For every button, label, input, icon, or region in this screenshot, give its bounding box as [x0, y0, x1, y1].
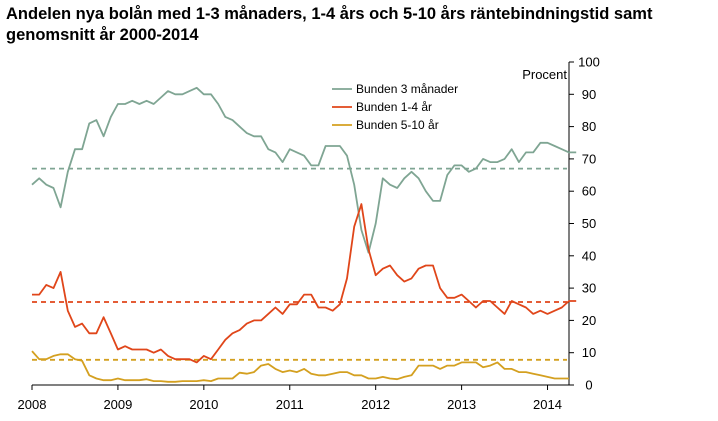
x-tick-label: 2010 [189, 397, 218, 412]
series-line [31, 86, 577, 254]
y-tick-label: 80 [582, 119, 596, 134]
chart-axes: 0 10 20 30 40 50 60 70 80 90 100 2008 2009 2010 2011 20… [18, 55, 600, 413]
y-tick-label: 10 [582, 345, 596, 360]
average-reference-lines [32, 167, 567, 361]
legend-label: Bunden 1-4 år [356, 100, 432, 114]
x-tick-label: 2009 [103, 397, 132, 412]
x-tick-label: 2014 [533, 397, 562, 412]
x-tick-label: 2012 [361, 397, 390, 412]
y-tick-label: 30 [582, 281, 596, 296]
legend-label: Bunden 5-10 år [356, 118, 439, 132]
y-tick-label: 50 [582, 216, 596, 231]
y-tick-label: 0 [585, 378, 592, 393]
series-line [31, 350, 569, 383]
chart-series [31, 86, 577, 383]
series-line [32, 203, 577, 364]
x-tick-label: 2008 [18, 397, 47, 412]
x-tick-label: 2011 [276, 397, 304, 412]
y-tick-label: 70 [582, 151, 596, 166]
y-axis-label: Procent [522, 67, 567, 82]
legend-label: Bunden 3 månader [356, 82, 458, 96]
chart-title: Andelen nya bolån med 1-3 månaders, 1-4 … [6, 5, 653, 44]
x-tick-label: 2013 [447, 397, 476, 412]
y-tick-label: 60 [582, 184, 596, 199]
chart-legend: Bunden 3 månader Bunden 1-4 år Bunden 5-10… [332, 82, 458, 132]
y-tick-label: 40 [582, 248, 596, 263]
y-tick-label: 20 [582, 313, 596, 328]
y-tick-label: 100 [578, 55, 600, 70]
y-tick-label: 90 [582, 87, 596, 102]
